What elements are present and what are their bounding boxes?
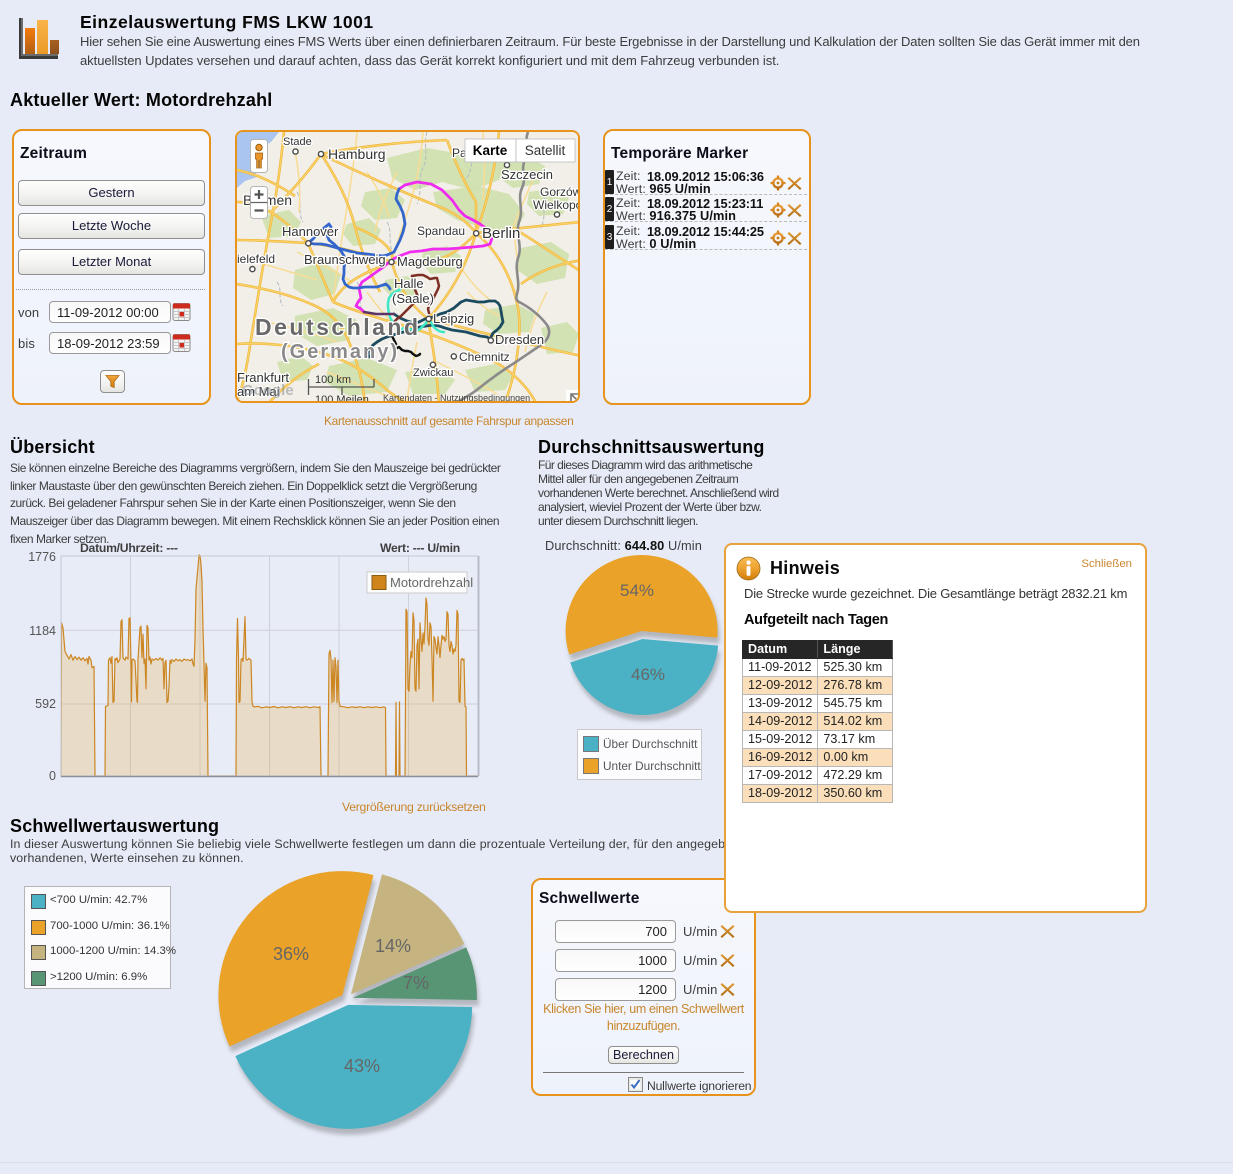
svg-text:Motordrehzahl: Motordrehzahl — [390, 575, 473, 590]
svg-text:54%: 54% — [620, 581, 654, 600]
svg-text:Kartendaten - Nutzungsbedingun: Kartendaten - Nutzungsbedingungen — [383, 393, 530, 403]
svg-text:Berlin: Berlin — [482, 225, 520, 242]
svg-text:46%: 46% — [631, 665, 665, 684]
svg-text:Leipzig: Leipzig — [433, 311, 474, 326]
svg-text:Karte: Karte — [473, 143, 508, 158]
svg-text:Gorzów: Gorzów — [540, 185, 580, 199]
svg-text:Chemnitz: Chemnitz — [459, 350, 510, 364]
svg-text:Hannover: Hannover — [282, 224, 339, 239]
svg-text:Wielkopolski: Wielkopolski — [533, 198, 580, 212]
svg-text:43%: 43% — [344, 1056, 380, 1076]
svg-text:100 km: 100 km — [315, 374, 351, 386]
svg-text:Spandau: Spandau — [417, 224, 465, 238]
svg-text:ielefeld: ielefeld — [237, 252, 275, 266]
svg-text:7%: 7% — [403, 973, 429, 993]
svg-text:am Mai: am Mai — [237, 384, 280, 399]
svg-text:Szczecin: Szczecin — [501, 167, 553, 182]
svg-text:Braunschweig: Braunschweig — [304, 252, 386, 267]
svg-text:Google: Google — [242, 382, 294, 399]
svg-text:1776: 1776 — [28, 550, 56, 564]
svg-text:Hamburg: Hamburg — [328, 146, 386, 162]
svg-text:Magdeburg: Magdeburg — [397, 254, 463, 269]
svg-text:592: 592 — [35, 697, 56, 711]
svg-text:(Germany): (Germany) — [281, 341, 399, 363]
svg-text:Satellit: Satellit — [525, 143, 566, 158]
svg-text:Deutschland: Deutschland — [255, 314, 421, 340]
svg-text:1184: 1184 — [29, 624, 56, 638]
svg-text:0: 0 — [49, 769, 56, 783]
svg-text:(Saale): (Saale) — [392, 291, 434, 306]
svg-text:Dresden: Dresden — [495, 332, 544, 347]
svg-text:Pa: Pa — [452, 146, 467, 160]
svg-text:36%: 36% — [273, 944, 309, 964]
svg-text:Zwickau: Zwickau — [413, 367, 453, 379]
svg-text:14%: 14% — [375, 936, 411, 956]
svg-text:Stade: Stade — [283, 136, 312, 148]
svg-text:100 Meilen: 100 Meilen — [315, 394, 369, 403]
svg-text:Halle: Halle — [394, 276, 424, 291]
svg-text:Frankfurt: Frankfurt — [237, 370, 289, 385]
